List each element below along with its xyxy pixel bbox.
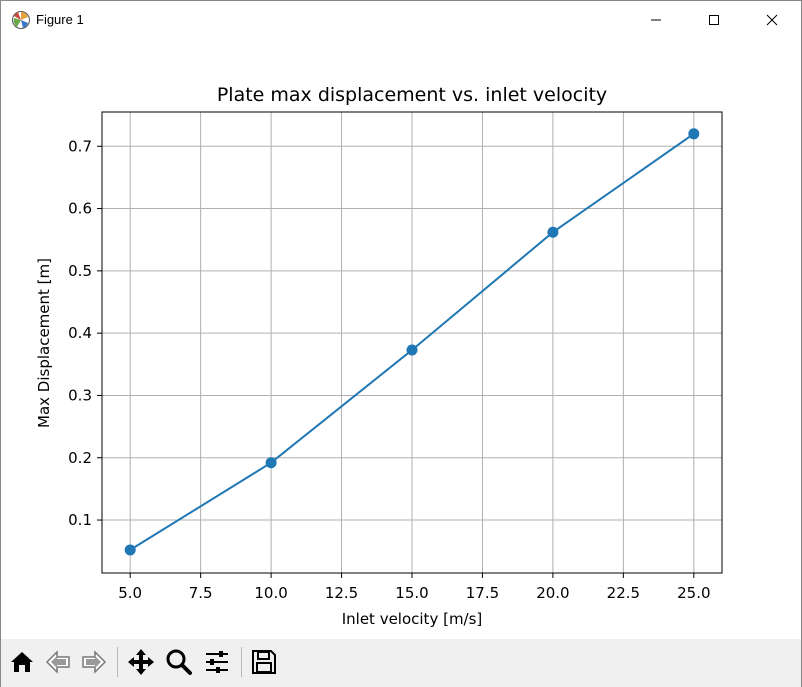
- y-tick-label: 0.4: [68, 324, 92, 342]
- figure-canvas: 5.0 7.5 10.0 12.5 15.0 17.5 20.0 22.5 25.0 0.1 0.2…: [1, 39, 801, 639]
- forward-arrow-icon: [82, 650, 107, 674]
- pan-button[interactable]: [124, 644, 158, 680]
- back-arrow-icon: [45, 650, 70, 674]
- x-tick-label: 5.0: [118, 584, 142, 602]
- x-tick-label: 15.0: [395, 584, 428, 602]
- close-button[interactable]: [743, 1, 801, 39]
- data-point: [547, 226, 559, 238]
- x-tick-label: 7.5: [189, 584, 213, 602]
- toolbar-separator: [117, 647, 118, 677]
- zoom-button[interactable]: [162, 644, 196, 680]
- y-tick-label: 0.5: [68, 262, 92, 280]
- matplotlib-icon: [12, 11, 30, 29]
- home-button[interactable]: [5, 644, 39, 680]
- save-icon: [252, 650, 276, 674]
- chart-title: Plate max displacement vs. inlet velocit…: [217, 84, 607, 106]
- grid: [102, 112, 722, 573]
- y-tick-label: 0.3: [68, 386, 92, 404]
- x-tick-label: 17.5: [466, 584, 499, 602]
- y-tick-label: 0.6: [68, 200, 92, 218]
- y-tick-label: 0.1: [68, 511, 92, 529]
- save-button[interactable]: [247, 644, 281, 680]
- back-button[interactable]: [41, 644, 75, 680]
- data-point: [688, 128, 700, 140]
- x-tick-label: 25.0: [677, 584, 710, 602]
- data-point: [406, 344, 418, 356]
- x-axis-label: Inlet velocity [m/s]: [342, 610, 483, 628]
- configure-subplots-icon: [206, 651, 228, 673]
- y-tick-label: 0.2: [68, 449, 92, 467]
- ticks: 5.0 7.5 10.0 12.5 15.0 17.5 20.0 22.5 25.0 0.1 0.2…: [68, 137, 710, 602]
- zoom-icon: [166, 649, 192, 675]
- toolbar-separator: [241, 647, 242, 677]
- maximize-button[interactable]: [685, 1, 743, 39]
- data-point: [265, 457, 277, 469]
- maximize-icon: [709, 15, 719, 25]
- data-point: [124, 544, 136, 556]
- forward-button[interactable]: [77, 644, 111, 680]
- minimize-button[interactable]: [627, 1, 685, 39]
- pan-icon: [128, 649, 154, 675]
- series-layer: [124, 128, 700, 556]
- home-icon: [11, 652, 33, 672]
- window-title: Figure 1: [36, 12, 84, 27]
- configure-subplots-button[interactable]: [200, 644, 234, 680]
- x-tick-label: 10.0: [254, 584, 287, 602]
- line-chart: 5.0 7.5 10.0 12.5 15.0 17.5 20.0 22.5 25.0 0.1 0.2…: [35, 84, 723, 628]
- x-tick-label: 22.5: [607, 584, 640, 602]
- minimize-icon: [651, 19, 661, 21]
- navigation-toolbar: [1, 639, 801, 687]
- x-tick-label: 12.5: [325, 584, 358, 602]
- title-bar[interactable]: Figure 1: [1, 1, 801, 39]
- y-tick-label: 0.7: [68, 137, 92, 155]
- close-icon: [766, 14, 778, 26]
- y-axis-label: Max Displacement [m]: [35, 258, 53, 428]
- x-tick-label: 20.0: [536, 584, 569, 602]
